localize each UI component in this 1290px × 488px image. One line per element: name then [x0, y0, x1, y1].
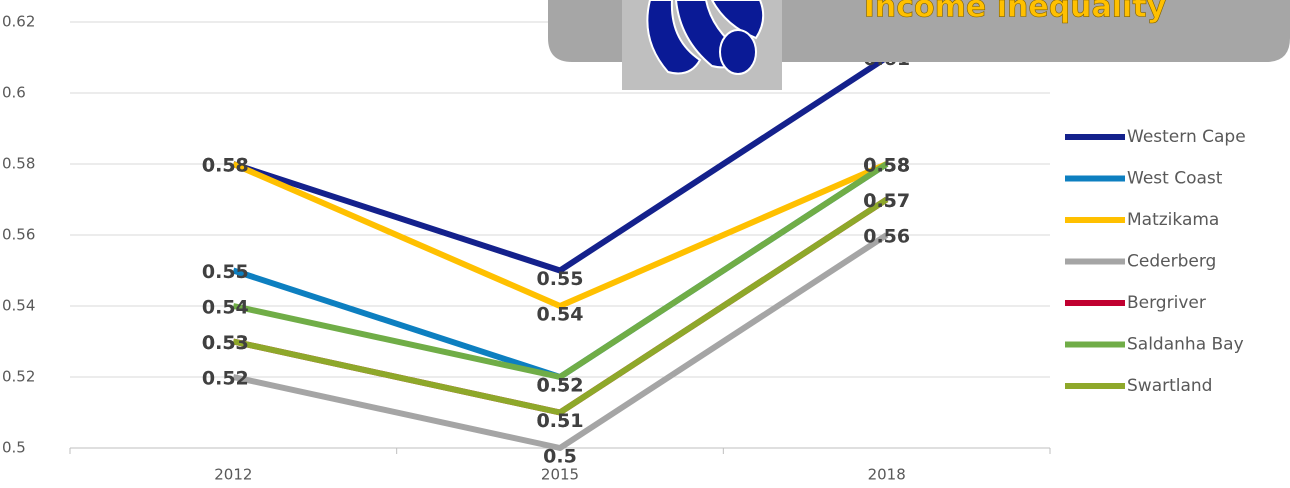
title-banner: Income inequality	[548, 0, 1290, 90]
data-label: 0.58	[202, 155, 249, 177]
legend-label: Swartland	[1127, 376, 1212, 396]
data-label: 0.53	[202, 332, 249, 354]
y-tick-label: 0.56	[2, 226, 35, 244]
series-line	[232, 161, 889, 380]
data-label: 0.51	[537, 410, 584, 432]
data-label: 0.58	[863, 155, 910, 177]
data-label: 0.51	[537, 410, 584, 432]
data-label: 0.56	[863, 226, 910, 248]
series-line	[232, 232, 889, 451]
logo	[646, 0, 765, 75]
data-label: 0.55	[202, 261, 249, 283]
data-label: 0.58	[863, 155, 910, 177]
legend-label: Western Cape	[1127, 127, 1246, 147]
data-label: 0.52	[202, 368, 249, 390]
legend-label: Cederberg	[1127, 252, 1216, 272]
y-tick-label: 0.5	[2, 439, 26, 457]
data-label: 0.58	[863, 155, 910, 177]
data-label: 0.55	[537, 268, 584, 290]
x-tick-label: 2012	[214, 466, 252, 484]
legend-label: Saldanha Bay	[1127, 335, 1244, 355]
y-tick-label: 0.54	[2, 297, 35, 315]
legend-label: Matzikama	[1127, 210, 1219, 230]
data-label: 0.54	[202, 297, 249, 319]
series-line	[232, 161, 888, 309]
y-tick-label: 0.62	[2, 13, 35, 31]
series-line	[232, 54, 889, 274]
data-label: 0.5	[543, 446, 577, 468]
x-tick-label: 2015	[541, 466, 579, 484]
data-label: 0.53	[202, 332, 249, 354]
x-tick-label: 2018	[868, 466, 906, 484]
data-label: 0.58	[202, 155, 249, 177]
data-label: 0.57	[863, 190, 910, 212]
data-label: 0.52	[537, 375, 584, 397]
data-label: 0.57	[863, 190, 910, 212]
y-tick-label: 0.52	[2, 368, 35, 386]
y-tick-label: 0.58	[2, 155, 35, 173]
data-label: 0.52	[537, 375, 584, 397]
data-label: 0.54	[537, 304, 584, 326]
chart-title: Income inequality	[864, 0, 1167, 25]
series-line	[232, 196, 889, 416]
legend-label: Bergriver	[1127, 293, 1206, 313]
y-tick-label: 0.6	[2, 84, 26, 102]
legend-label: West Coast	[1127, 169, 1223, 189]
